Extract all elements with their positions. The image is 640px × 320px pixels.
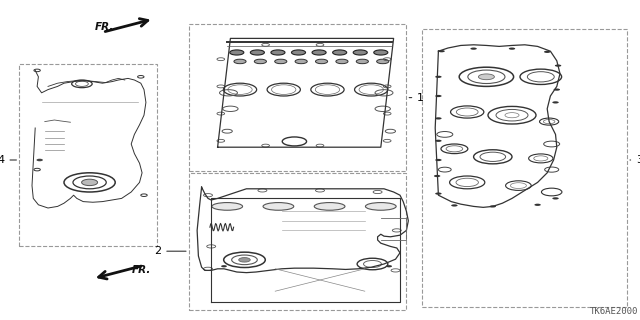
Text: FR.: FR. xyxy=(95,22,115,32)
Ellipse shape xyxy=(434,175,440,177)
Text: 4: 4 xyxy=(0,155,17,165)
Ellipse shape xyxy=(234,59,246,64)
Ellipse shape xyxy=(555,64,561,67)
Bar xyxy=(189,24,406,171)
Ellipse shape xyxy=(250,50,264,55)
Text: FR.: FR. xyxy=(132,266,151,276)
Ellipse shape xyxy=(435,95,442,97)
Ellipse shape xyxy=(509,47,515,50)
Ellipse shape xyxy=(36,159,43,161)
Ellipse shape xyxy=(291,50,305,55)
Text: 2: 2 xyxy=(154,246,186,256)
Ellipse shape xyxy=(239,258,250,262)
Text: TK6AE2000: TK6AE2000 xyxy=(589,307,638,316)
Bar xyxy=(189,173,406,310)
Bar xyxy=(19,64,157,246)
Ellipse shape xyxy=(263,203,294,210)
Ellipse shape xyxy=(271,50,285,55)
Ellipse shape xyxy=(470,47,477,50)
Ellipse shape xyxy=(312,50,326,55)
Ellipse shape xyxy=(254,59,266,64)
Ellipse shape xyxy=(221,265,227,267)
Ellipse shape xyxy=(374,50,388,55)
Ellipse shape xyxy=(230,50,244,55)
Ellipse shape xyxy=(295,59,307,64)
Text: 1: 1 xyxy=(409,92,424,103)
Ellipse shape xyxy=(336,59,348,64)
Ellipse shape xyxy=(435,192,442,195)
Text: 3: 3 xyxy=(630,155,640,165)
Ellipse shape xyxy=(365,203,396,210)
Ellipse shape xyxy=(212,203,243,210)
Ellipse shape xyxy=(435,117,442,119)
Ellipse shape xyxy=(552,101,559,103)
Ellipse shape xyxy=(435,159,442,161)
Ellipse shape xyxy=(314,203,345,210)
Bar xyxy=(422,29,627,307)
Ellipse shape xyxy=(435,76,442,78)
Ellipse shape xyxy=(333,50,347,55)
Ellipse shape xyxy=(435,140,442,142)
Ellipse shape xyxy=(387,265,392,267)
Ellipse shape xyxy=(438,50,445,52)
Ellipse shape xyxy=(353,50,367,55)
Ellipse shape xyxy=(356,59,369,64)
Ellipse shape xyxy=(451,204,458,207)
Ellipse shape xyxy=(552,197,559,200)
Ellipse shape xyxy=(534,204,541,206)
Ellipse shape xyxy=(275,59,287,64)
Ellipse shape xyxy=(316,59,328,64)
Ellipse shape xyxy=(490,205,496,208)
Ellipse shape xyxy=(544,51,550,53)
Ellipse shape xyxy=(82,179,98,186)
Ellipse shape xyxy=(376,59,388,64)
Ellipse shape xyxy=(554,88,560,91)
Ellipse shape xyxy=(479,74,495,80)
